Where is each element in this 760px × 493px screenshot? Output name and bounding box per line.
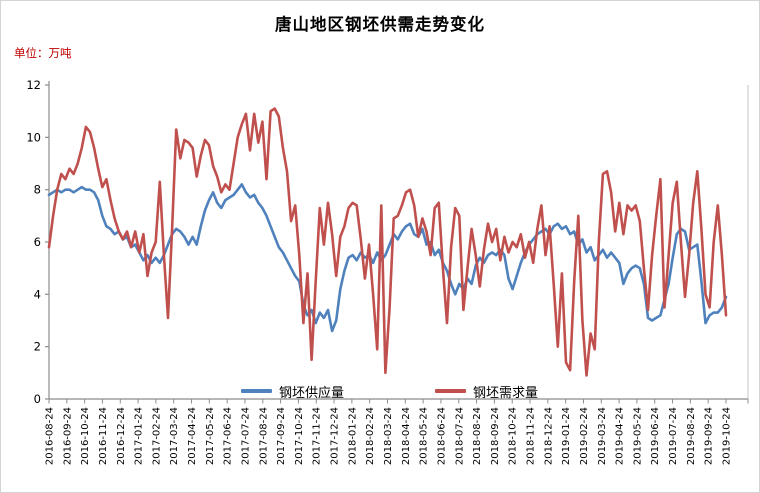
y-tick-label: 2 <box>34 340 41 354</box>
y-axis-ticks: 0 2 4 6 8 10 12 <box>26 78 49 406</box>
x-tick-label: 2018-09-24 <box>490 407 501 465</box>
x-tick-label: 2017-12-24 <box>330 407 341 465</box>
x-tick-label: 2018-05-24 <box>419 407 430 465</box>
x-tick-label: 2018-11-24 <box>526 407 537 465</box>
x-tick-label: 2017-03-24 <box>169 407 180 465</box>
series-supply-line <box>47 183 728 333</box>
x-tick-label: 2017-01-24 <box>134 407 145 465</box>
y-tick-label: 10 <box>26 130 41 144</box>
demand-line-swatch <box>435 389 466 393</box>
x-tick-label: 2019-10-24 <box>722 407 733 465</box>
x-tick-label: 2019-04-24 <box>615 407 626 465</box>
x-axis-ticks: 2016-08-24 2016-09-24 2016-10-24 2016-11-24… <box>45 399 749 465</box>
x-tick-label: 2018-06-24 <box>436 407 447 465</box>
x-tick-label: 2018-10-24 <box>508 407 519 465</box>
legend-item-demand: 钢坯需求量 <box>435 383 539 401</box>
x-tick-label: 2016-09-24 <box>62 407 73 465</box>
x-tick-label: 2017-04-24 <box>187 407 198 465</box>
x-tick-label: 2019-06-24 <box>650 407 661 465</box>
y-tick-label: 12 <box>26 78 41 92</box>
x-tick-label: 2018-01-24 <box>347 407 358 465</box>
x-tick-label: 2018-02-24 <box>365 407 376 465</box>
y-tick-label: 4 <box>34 287 41 301</box>
x-tick-label: 2018-07-24 <box>454 407 465 465</box>
x-tick-label: 2019-09-24 <box>704 407 715 465</box>
x-tick-label: 2019-08-24 <box>686 407 697 465</box>
x-tick-label: 2019-05-24 <box>632 407 643 465</box>
x-tick-label: 2017-07-24 <box>240 407 251 465</box>
x-tick-label: 2017-08-24 <box>258 407 269 465</box>
legend-label-supply: 钢坯供应量 <box>279 385 345 401</box>
unit-label: 单位：万吨 <box>14 46 72 60</box>
x-tick-label: 2017-09-24 <box>276 407 287 465</box>
x-tick-label: 2016-11-24 <box>98 407 109 465</box>
x-tick-label: 2017-10-24 <box>294 407 305 465</box>
x-tick-label: 2017-11-24 <box>312 407 323 465</box>
x-tick-label: 2019-03-24 <box>597 407 608 465</box>
x-tick-label: 2017-05-24 <box>205 407 216 465</box>
y-tick-label: 6 <box>34 235 41 249</box>
chart-title: 唐山地区钢坯供需走势变化 <box>275 15 485 34</box>
y-tick-label: 8 <box>34 183 41 197</box>
x-tick-label: 2016-10-24 <box>80 407 91 465</box>
series-demand-line <box>47 107 728 377</box>
x-tick-label: 2019-02-24 <box>579 407 590 465</box>
y-tick-label: 0 <box>34 392 41 406</box>
x-tick-label: 2018-03-24 <box>383 407 394 465</box>
legend-item-supply: 钢坯供应量 <box>241 383 345 401</box>
x-tick-label: 2019-07-24 <box>668 407 679 465</box>
x-tick-label: 2018-12-24 <box>543 407 554 465</box>
x-tick-label: 2017-02-24 <box>151 407 162 465</box>
legend-label-demand: 钢坯需求量 <box>473 385 539 401</box>
x-tick-label: 2019-01-24 <box>561 407 572 465</box>
x-tick-label: 2016-12-24 <box>116 407 127 465</box>
x-tick-label: 2018-08-24 <box>472 407 483 465</box>
x-tick-label: 2017-06-24 <box>223 407 234 465</box>
x-tick-label: 2018-04-24 <box>401 407 412 465</box>
supply-line-swatch <box>241 389 272 393</box>
x-tick-label: 2016-08-24 <box>45 407 56 465</box>
